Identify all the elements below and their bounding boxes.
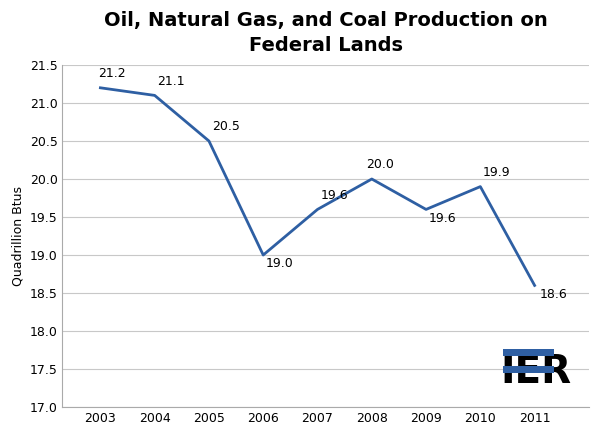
- FancyBboxPatch shape: [503, 349, 554, 356]
- Text: 20.5: 20.5: [212, 120, 239, 133]
- Text: 21.2: 21.2: [98, 67, 125, 80]
- Text: 19.9: 19.9: [483, 166, 511, 179]
- Text: 19.6: 19.6: [429, 211, 457, 225]
- Y-axis label: Quadrillion Btus: Quadrillion Btus: [11, 186, 24, 286]
- Text: 19.6: 19.6: [320, 189, 348, 202]
- Text: 18.6: 18.6: [540, 288, 568, 300]
- Text: 20.0: 20.0: [367, 158, 394, 171]
- Title: Oil, Natural Gas, and Coal Production on
Federal Lands: Oil, Natural Gas, and Coal Production on…: [104, 11, 548, 55]
- Text: 21.1: 21.1: [157, 75, 185, 88]
- FancyBboxPatch shape: [503, 366, 554, 373]
- Text: 19.0: 19.0: [266, 257, 293, 270]
- Text: IER: IER: [500, 353, 571, 391]
